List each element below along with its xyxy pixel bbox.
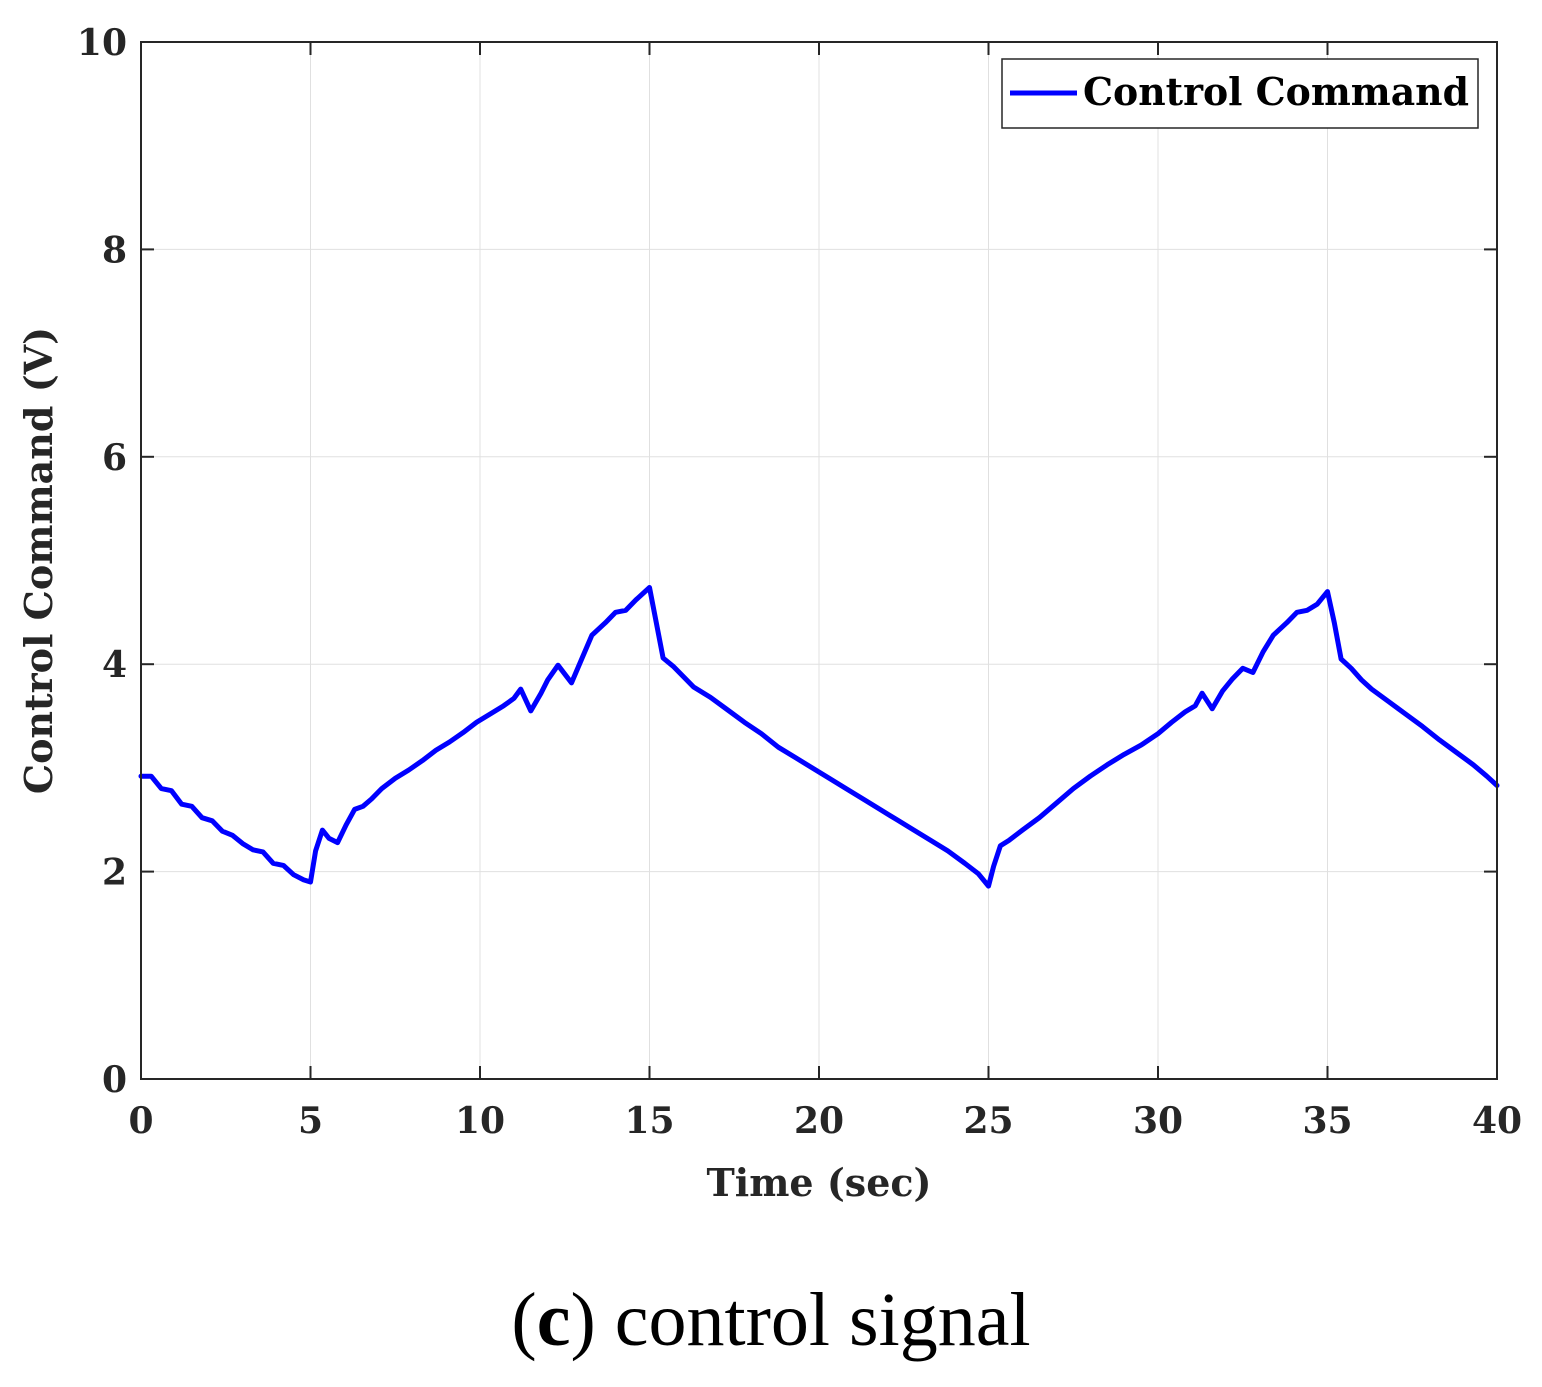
figure-caption: (c) control signal xyxy=(0,1282,1542,1358)
x-tick-label: 30 xyxy=(1133,1100,1183,1142)
x-tick-label: 35 xyxy=(1302,1100,1352,1142)
tick-labels: 0 5 10 15 20 25 30 35 40 0 2 4 6 8 10 xyxy=(77,22,1522,1142)
x-tick-label: 10 xyxy=(455,1100,505,1142)
legend-label-control-command: Control Command xyxy=(1083,69,1469,114)
y-tick-label: 0 xyxy=(102,1059,127,1101)
y-tick-label: 10 xyxy=(77,22,127,64)
x-axis-title: Time (sec) xyxy=(707,1160,932,1205)
x-tick-label: 25 xyxy=(963,1100,1013,1142)
series-layer xyxy=(138,585,1500,889)
line-chart: 0 5 10 15 20 25 30 35 40 0 2 4 6 8 10 Time (sec) Contr… xyxy=(0,0,1542,1250)
x-tick-label: 20 xyxy=(794,1100,844,1142)
chart-background xyxy=(0,0,1542,1250)
y-tick-label: 8 xyxy=(102,229,127,271)
legend: Control Command xyxy=(1001,58,1479,129)
x-tick-label: 40 xyxy=(1472,1100,1522,1142)
y-axis-title: Control Command (V) xyxy=(16,327,61,794)
x-tick-label: 15 xyxy=(624,1100,674,1142)
caption-letter: c xyxy=(536,1278,571,1362)
y-tick-label: 2 xyxy=(102,852,127,894)
grid-lines xyxy=(140,41,1498,1080)
y-tick-label: 4 xyxy=(102,644,127,686)
axis-ticks xyxy=(140,41,1498,1080)
x-tick-label: 0 xyxy=(128,1100,153,1142)
x-tick-label: 5 xyxy=(298,1100,323,1142)
caption-open-paren: ( xyxy=(511,1278,537,1362)
legend-box xyxy=(1001,58,1479,129)
y-tick-label: 6 xyxy=(102,437,127,479)
caption-text: ) control signal xyxy=(570,1278,1031,1362)
series-line-control-command xyxy=(138,585,1500,889)
